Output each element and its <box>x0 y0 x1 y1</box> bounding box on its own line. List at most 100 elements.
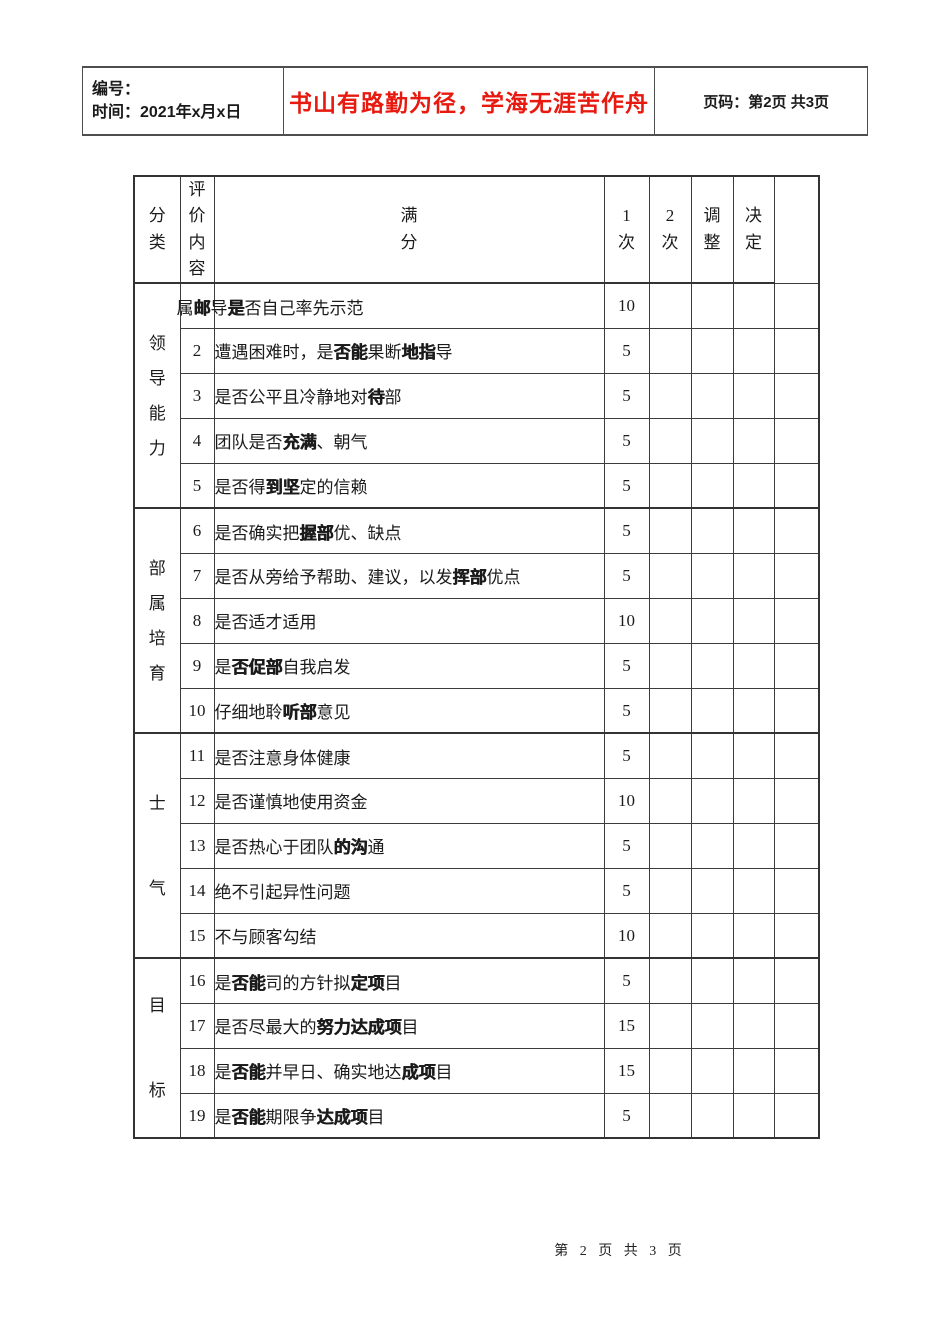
table-row: 17 是否尽最大的努力达成项目 15 <box>134 1002 820 1049</box>
row-number: 16 <box>179 957 215 1004</box>
content-segment: 优、缺点 <box>333 523 402 543</box>
second-eval-cell <box>690 732 734 779</box>
number-label: 编号： <box>92 80 141 98</box>
second-eval-cell <box>690 462 734 509</box>
second-eval-cell <box>690 1092 734 1139</box>
second-eval-cell <box>690 642 734 689</box>
decide-cell <box>773 1002 820 1049</box>
row-number: 4 <box>179 417 215 464</box>
page-value: 第2页 共3页 <box>748 93 830 111</box>
adjust-cell <box>732 777 775 824</box>
content-segment: 目 <box>367 1108 385 1128</box>
content-segment: 意见 <box>316 703 351 723</box>
adjust-cell <box>732 957 775 1004</box>
content-segment: 定项 <box>350 973 385 993</box>
adjust-cell <box>732 327 775 374</box>
first-eval-cell <box>648 462 692 509</box>
evaluation-content-cell: 是否得到坚定的信赖 <box>213 462 605 509</box>
table-row: 15 不与顾客勾结 10 <box>134 912 820 959</box>
first-eval-cell <box>648 1002 692 1049</box>
decide-cell <box>773 507 820 554</box>
decide-cell <box>773 1047 820 1094</box>
content-segment: 仔细地聆 <box>214 703 283 723</box>
table-row: 2 遭遇困难时，是否能果断地指导 5 <box>134 327 820 374</box>
content-segment: 到坚 <box>265 478 300 498</box>
second-eval-cell <box>690 1047 734 1094</box>
adjust-cell <box>732 732 775 779</box>
row-number: 18 <box>179 1047 215 1094</box>
second-eval-cell <box>690 1002 734 1049</box>
content-segment: 果断 <box>367 343 402 363</box>
second-eval-cell <box>690 912 734 959</box>
content-segment: 定的信赖 <box>299 478 368 498</box>
table-row: 7 是否从旁给予帮助、建议，以发挥部优点 5 <box>134 552 820 599</box>
table-row: 8 是否适才适用 10 <box>134 597 820 644</box>
content-segment: 优点 <box>486 568 521 588</box>
content-segment: 绝不引起异性问题 <box>214 883 351 903</box>
first-eval-cell <box>648 912 692 959</box>
row-number: 2 <box>179 327 215 374</box>
content-segment: 部 <box>384 388 402 408</box>
category-label: 部 属 培 育 <box>148 558 166 683</box>
content-segment: 是 <box>214 1063 232 1083</box>
first-eval-cell <box>648 282 692 329</box>
row-number: 12 <box>179 777 215 824</box>
table-body: 领 导 能 力属邮导是否自己率先示范 10 2 遭遇困难时，是否能果断地指导 5 3 是否公… <box>133 282 820 1139</box>
row-number: 15 <box>179 912 215 959</box>
evaluation-content-cell: 是否能并早日、确实地达成项目 <box>213 1047 605 1094</box>
full-score-cell: 10 <box>603 282 650 329</box>
content-segment: 是 <box>227 298 245 318</box>
first-eval-cell <box>648 1092 692 1139</box>
decide-cell <box>773 462 820 509</box>
decide-cell <box>773 597 820 644</box>
row-number: 7 <box>179 552 215 599</box>
content-segment: 是否公平且冷静地对 <box>214 388 368 408</box>
category-cell: 部 属 培 育 <box>133 507 181 734</box>
content-segment: 否促部 <box>231 658 283 678</box>
first-eval-cell <box>648 777 692 824</box>
full-score-cell: 5 <box>603 687 650 734</box>
content-segment: 自我启发 <box>282 658 351 678</box>
decide-cell <box>773 687 820 734</box>
content-segment: 地指 <box>401 343 436 363</box>
header-page-block: 页码： 第2页 共3页 <box>655 68 867 134</box>
content-segment: 挥部 <box>452 568 487 588</box>
second-eval-cell <box>690 507 734 554</box>
content-segment: 努力达成项 <box>316 1018 402 1038</box>
first-eval-cell <box>648 327 692 374</box>
content-segment: 达成项 <box>316 1108 368 1128</box>
content-segment: 是否谨慎地使用资金 <box>214 793 368 813</box>
content-segment: 否能 <box>333 343 368 363</box>
decide-cell <box>773 327 820 374</box>
table-row: 目 标 16 是否能司的方针拟定项目 5 <box>133 957 820 1139</box>
content-segment: 邮 <box>193 298 211 318</box>
table-row: 3 是否公平且冷静地对待部 5 <box>134 372 820 419</box>
adjust-cell <box>732 1092 775 1139</box>
first-eval-cell <box>648 552 692 599</box>
full-score-cell: 5 <box>603 462 650 509</box>
adjust-cell <box>732 1002 775 1049</box>
adjust-cell <box>732 282 775 329</box>
table-row: 5 是否得到坚定的信赖 5 <box>134 462 820 509</box>
content-segment: 团队是否 <box>214 433 283 453</box>
content-segment: 是否热心于团队 <box>214 838 334 858</box>
second-eval-cell <box>690 372 734 419</box>
category-cell: 士 气 <box>133 732 181 959</box>
content-segment: 导 <box>210 298 228 318</box>
content-segment: 是 <box>214 1108 232 1128</box>
full-score-cell: 5 <box>603 822 650 869</box>
content-segment: 是否适才适用 <box>214 613 317 633</box>
full-score-cell: 5 <box>603 732 650 779</box>
content-segment: 通 <box>367 838 385 858</box>
content-segment: 并早日、确实地达 <box>265 1063 402 1083</box>
row-number: 19 <box>179 1092 215 1139</box>
first-eval-cell <box>648 372 692 419</box>
table-row: 士 气 11 是否注意身体健康 5 <box>133 732 820 959</box>
second-eval-cell <box>690 552 734 599</box>
row-number <box>179 282 215 329</box>
adjust-cell <box>732 507 775 554</box>
content-segment: 成项 <box>401 1063 436 1083</box>
